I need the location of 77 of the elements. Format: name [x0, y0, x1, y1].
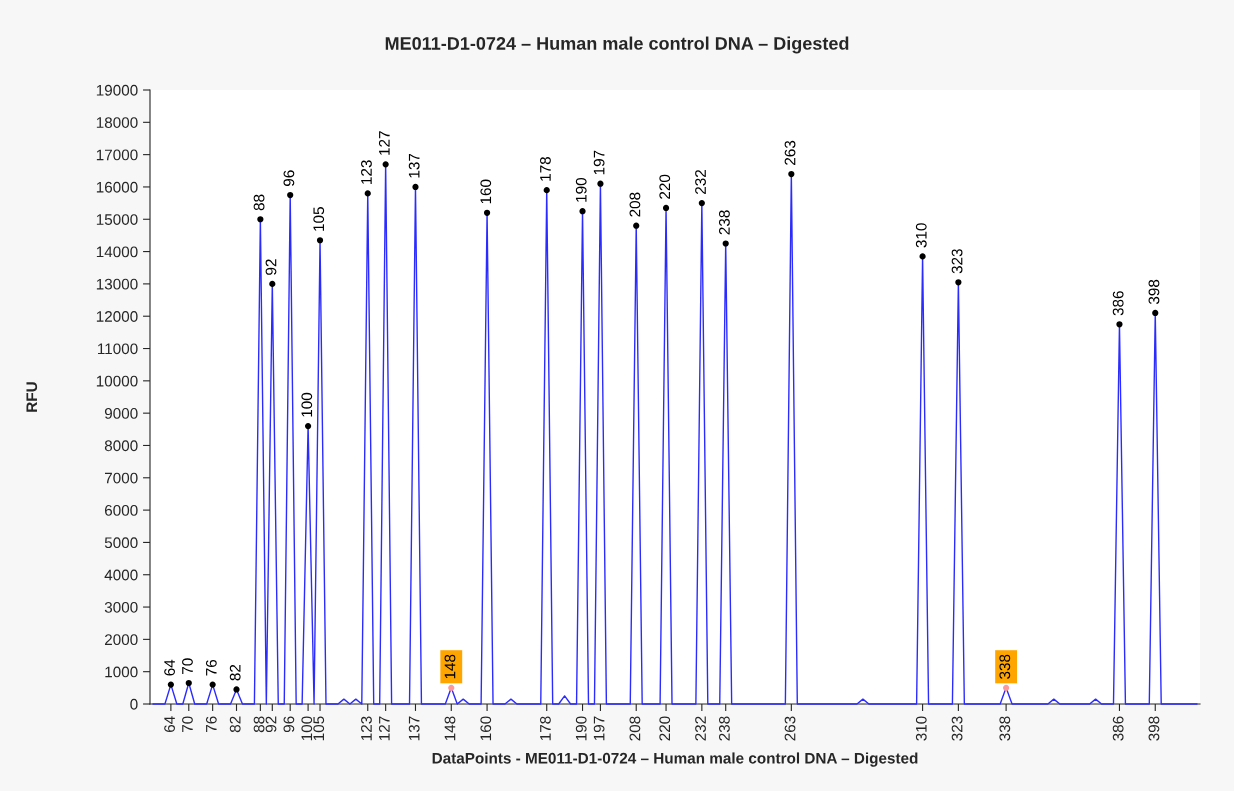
y-tick-label: 11000: [98, 343, 138, 355]
annotation: 160: [480, 179, 492, 204]
x-tick-label: 82: [229, 716, 241, 733]
annotation: 123: [361, 160, 372, 184]
annotation: 178: [540, 157, 551, 181]
x-tick-label: 127: [378, 716, 390, 741]
annotation: 96: [283, 170, 295, 186]
annotation: 190: [575, 177, 587, 202]
x-tick-label: 238: [718, 716, 730, 741]
annotation: 323: [951, 249, 963, 274]
x-tick-label: 263: [784, 716, 796, 741]
y-tick-label: 17000: [96, 149, 138, 161]
annotation: 398: [1148, 279, 1160, 305]
x-tick-label: 190: [575, 716, 587, 741]
annotation: 70: [182, 658, 193, 674]
annotation: 238: [718, 210, 730, 235]
annotation: 76: [205, 659, 217, 676]
y-tick-label: 3000: [104, 601, 138, 613]
x-tick-label: 148: [444, 716, 456, 741]
y-tick-label: 13000: [96, 278, 138, 290]
annotation: 127: [378, 131, 390, 155]
y-tick-label: 6000: [104, 504, 138, 516]
annotation: 137: [408, 153, 420, 178]
y-tick-label: 19000: [96, 84, 138, 96]
annotation: 220: [659, 174, 671, 199]
x-tick-label: 310: [915, 716, 927, 741]
y-tick-label: 18000: [96, 117, 138, 128]
x-tick-label: 92: [265, 716, 277, 733]
x-tick-label: 323: [951, 716, 963, 741]
y-tick-label: 2000: [104, 634, 138, 646]
annotation: 148: [444, 654, 456, 679]
y-tick-label: 9000: [104, 408, 138, 419]
x-tick-label: 160: [480, 716, 492, 741]
y-tick-label: 15000: [96, 214, 138, 225]
x-tick-label: 88: [253, 716, 265, 733]
y-tick-label: 7000: [104, 472, 138, 484]
annotation: 64: [164, 659, 175, 676]
y-tick-label: 4000: [104, 569, 138, 581]
x-tick-label: 220: [659, 716, 671, 741]
x-tick-label: 70: [182, 716, 193, 733]
x-axis-title: DataPoints - ME011-D1-0724 – Human male control DNA – Digested: [432, 752, 918, 767]
y-tick-label: 14000: [96, 246, 138, 258]
x-tick-label: 398: [1148, 716, 1160, 741]
annotation: 105: [313, 207, 325, 231]
annotation: 197: [593, 150, 605, 175]
annotation: 88: [253, 194, 265, 211]
annotation: 263: [784, 140, 796, 165]
annotation: 208: [629, 192, 641, 217]
x-tick-label: 76: [205, 716, 217, 733]
y-tick-label: 10000: [96, 375, 138, 387]
annotation: 232: [695, 170, 706, 194]
y-tick-label: 5000: [104, 537, 138, 549]
x-tick-label: 64: [164, 716, 175, 733]
x-tick-label: 232: [695, 716, 706, 741]
chart-title: ME011-D1-0724 – Human male control DNA – Digested: [385, 36, 849, 54]
x-tick-label: 105: [313, 716, 325, 741]
x-tick-label: 208: [629, 716, 641, 741]
annotation: 82: [229, 664, 241, 681]
x-tick-label: 197: [593, 716, 605, 741]
y-tick-label: 0: [130, 698, 138, 710]
x-tick-label: 137: [408, 716, 420, 741]
x-tick-label: 100: [301, 716, 313, 741]
annotation: 338: [999, 654, 1011, 679]
x-tick-label: 96: [283, 716, 295, 733]
x-tick-label: 338: [999, 716, 1011, 741]
y-tick-label: 16000: [96, 181, 138, 193]
annotation: 92: [265, 259, 277, 275]
x-tick-label: 178: [540, 716, 551, 741]
x-tick-label: 386: [1112, 716, 1124, 741]
annotation: 386: [1112, 291, 1124, 316]
y-tick-label: 8000: [104, 440, 138, 452]
y-tick-label: 12000: [96, 311, 138, 322]
y-tick-label: 1000: [105, 666, 138, 678]
y-axis-title: RFU: [26, 382, 38, 412]
annotation: 100: [301, 392, 313, 417]
x-tick-label: 123: [361, 716, 372, 741]
annotation: 310: [915, 223, 927, 248]
